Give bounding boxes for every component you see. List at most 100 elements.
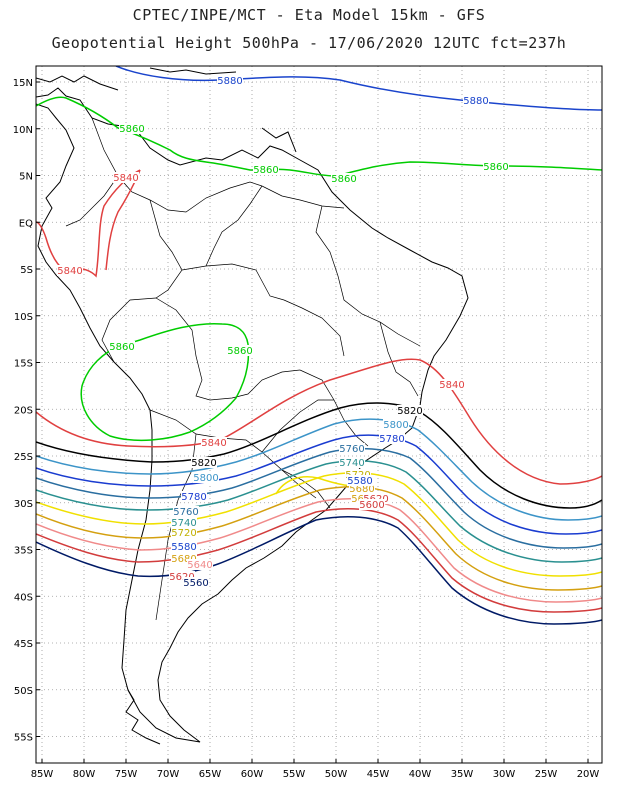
contour-label-bg (383, 419, 409, 430)
map-subtitle: Geopotential Height 500hPa - 17/06/2020 … (51, 34, 567, 52)
contour-label-bg (483, 161, 509, 172)
contour-label: 5840 (113, 173, 138, 184)
contour-5840-north (36, 169, 141, 278)
lat-tick-label: 55S (14, 733, 33, 744)
contour-label: 5860 (119, 124, 144, 135)
contour-label-bg (201, 437, 227, 448)
contour-label: 5760 (339, 444, 364, 455)
contour-label-bg (227, 345, 253, 356)
map-frame (35, 65, 603, 764)
lat-tick-label: 10N (13, 125, 33, 136)
contour-label-bg (169, 571, 195, 582)
contour-label: 5580 (347, 476, 372, 487)
contour-label-bg (339, 443, 365, 454)
contour-label-bg (397, 405, 423, 416)
contour-label: 5620 (169, 572, 194, 583)
contour-label-bg (119, 123, 145, 134)
contour-label-bg (181, 491, 207, 502)
contour-label-bg (171, 517, 197, 528)
contour-labels: 5880 5880 5860 5860 5860 5860 5860 5860 5840 5840… (57, 75, 509, 589)
contour-label: 5860 (109, 342, 134, 353)
contour-label-bg (349, 483, 375, 494)
lon-tick-label: 20W (577, 769, 600, 780)
contour-label-bg (439, 379, 465, 390)
lon-tick-label: 85W (31, 769, 54, 780)
latitude-labels: 15N 10N 5N EQ 5S 10S 15S 20S 25S 30S 35S 40S 45S 50S 5… (13, 78, 40, 744)
lat-tick-label: 30S (14, 499, 33, 510)
lon-tick-label: 40W (409, 769, 432, 780)
lon-tick-label: 35W (451, 769, 474, 780)
contour-label: 5860 (331, 174, 356, 185)
lon-tick-label: 80W (73, 769, 96, 780)
contour-5560 (36, 516, 602, 625)
lat-tick-label: EQ (19, 218, 33, 229)
contour-label-bg (113, 172, 139, 183)
contour-label: 5720 (171, 528, 196, 539)
contour-label: 5740 (339, 458, 364, 469)
lon-tick-label: 25W (535, 769, 558, 780)
contour-label: 5640 (187, 560, 212, 571)
contour-5880-north (115, 66, 602, 111)
lat-tick-label: 5N (19, 172, 33, 183)
contour-5780 (36, 434, 602, 535)
contour-5860-closed (80, 322, 250, 442)
lon-tick-label: 75W (115, 769, 138, 780)
contour-label: 5820 (397, 406, 422, 417)
contour-5620 (36, 508, 602, 613)
contour-label: 5880 (463, 96, 488, 107)
contour-label: 5860 (227, 346, 252, 357)
contour-label: 5820 (191, 458, 216, 469)
contour-label-bg (109, 341, 135, 352)
contour-label: 5800 (383, 420, 408, 431)
contour-5640 (36, 498, 602, 603)
contour-label-bg (171, 527, 197, 538)
contour-label-bg (217, 75, 243, 86)
lat-tick-label: 5S (20, 265, 33, 276)
contour-label-bg (171, 541, 197, 552)
contour-label: 5860 (483, 162, 508, 173)
contour-label-bg (171, 553, 197, 564)
contour-label-bg (253, 164, 279, 175)
lat-tick-label: 45S (14, 639, 33, 650)
contour-label: 5860 (253, 165, 278, 176)
contour-label-bg (347, 475, 373, 486)
lat-tick-label: 15N (13, 78, 33, 89)
contour-5800 (36, 418, 602, 521)
lat-tick-label: 15S (14, 359, 33, 370)
contour-label: 5560 (183, 578, 208, 589)
lat-tick-label: 50S (14, 686, 33, 697)
contour-5840-main (36, 358, 602, 485)
contour-label: 5680 (171, 554, 196, 565)
lon-tick-label: 70W (157, 769, 180, 780)
longitude-labels: 85W 80W 75W 70W 65W 60W 55W 50W 45W 40W 35W 30W 25W 2… (31, 759, 600, 780)
lat-tick-label: 25S (14, 452, 33, 463)
contour-label-bg (193, 472, 219, 483)
lon-tick-label: 55W (283, 769, 306, 780)
contour-label: 5680 (349, 484, 374, 495)
contour-5820 (36, 402, 602, 509)
contour-label-bg (191, 457, 217, 468)
contour-label-bg (173, 506, 199, 517)
contour-label-bg (363, 493, 389, 504)
coastline (36, 67, 469, 745)
plot-area (36, 66, 602, 763)
lon-tick-label: 45W (367, 769, 390, 780)
contour-label: 5840 (439, 380, 464, 391)
contour-label: 5760 (173, 507, 198, 518)
lon-tick-label: 65W (199, 769, 222, 780)
contour-label: 5880 (217, 76, 242, 87)
contour-label: 5740 (171, 518, 196, 529)
contour-label-bg (379, 433, 405, 444)
contour-label: 5840 (201, 438, 226, 449)
contour-label-bg (339, 457, 365, 468)
map-title: CPTEC/INPE/MCT - Eta Model 15km - GFS (132, 6, 486, 24)
contour-label: 5600 (359, 500, 384, 511)
contour-label-bg (463, 95, 489, 106)
contour-5680 (36, 486, 602, 591)
lon-tick-label: 30W (493, 769, 516, 780)
lat-tick-label: 40S (14, 592, 33, 603)
contour-label: 5840 (57, 266, 82, 277)
contour-label: 5580 (171, 542, 196, 553)
lat-tick-label: 35S (14, 546, 33, 557)
